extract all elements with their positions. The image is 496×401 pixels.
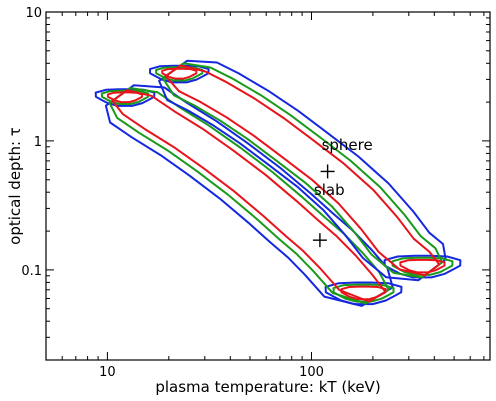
x-tick-label: 10 (99, 365, 116, 380)
x-tick-label: 100 (299, 365, 324, 380)
sphere-blob-1-inner (399, 258, 446, 274)
x-axis-label: plasma temperature: kT (keV) (155, 378, 380, 396)
tick-layer (45, 11, 490, 361)
annotation-sphere: sphere (322, 136, 373, 154)
sphere-contour-inner (164, 64, 441, 277)
sphere-blob-0-inner (161, 67, 198, 80)
slab-blob-1-inner (340, 285, 387, 301)
annotation-slab: slab (314, 181, 345, 199)
y-tick-label: 10 (25, 6, 42, 21)
sphere-contour-outer (158, 59, 447, 282)
sphere-blob-1-middle (391, 256, 454, 276)
sphere-contour-middle (161, 62, 444, 279)
slab-contour-inner (111, 89, 387, 303)
y-axis-label: optical depth: τ (6, 127, 24, 245)
slab-contour-middle (108, 87, 390, 305)
slab-blob-0-inner (106, 91, 144, 104)
slab-blob-1-outer (324, 281, 403, 306)
slab-blob-1-middle (332, 283, 395, 303)
marker-layer (312, 164, 335, 248)
sphere-blob-0-outer (149, 64, 210, 84)
slab-blob-0-middle (100, 89, 150, 105)
plot-frame (45, 11, 491, 361)
slab-contour-outer (104, 84, 394, 307)
tick-label-layer: 10 100 0.1 1 10 (21, 6, 324, 380)
y-tick-label: 1 (34, 135, 42, 150)
contour-layer (94, 59, 462, 307)
y-tick-label: 0.1 (21, 264, 42, 279)
annotation-layer: sphere slab (314, 136, 373, 199)
